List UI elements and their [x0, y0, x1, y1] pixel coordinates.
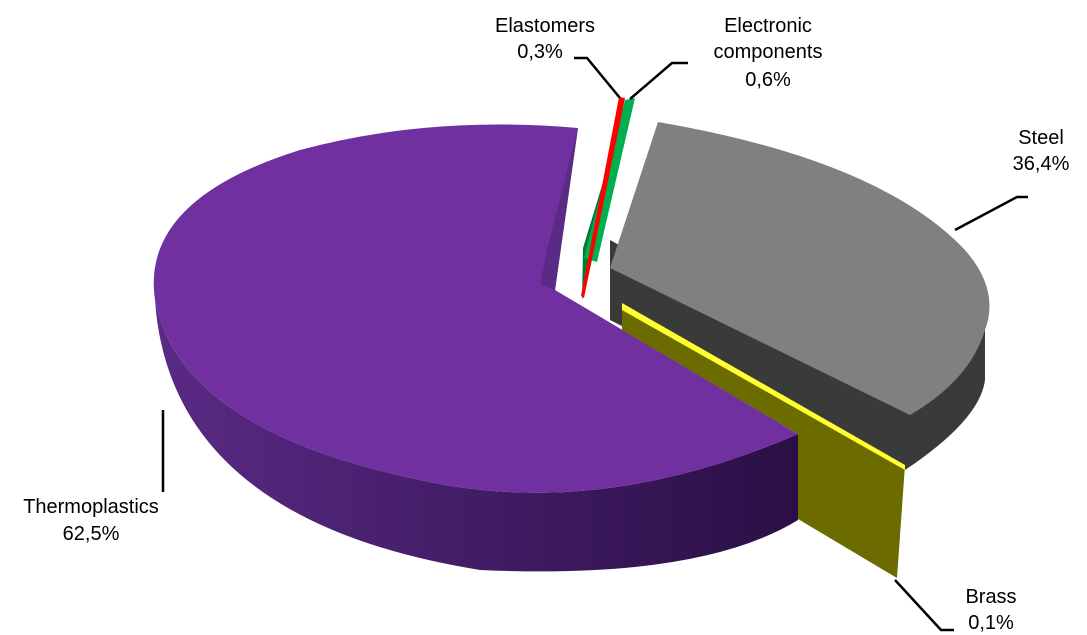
slice-side-brass — [622, 303, 905, 578]
slice-elastomers — [581, 97, 625, 298]
leader-line-brass — [894, 579, 954, 632]
leader-line-elastomers — [574, 56, 621, 99]
label-thermoplastics: Thermoplastics — [23, 496, 159, 518]
slice-thermoplastics — [153, 124, 798, 493]
label-steel: Steel — [1018, 127, 1064, 149]
label-electronic-components-2: components — [714, 41, 823, 63]
label-electronic-components-1: Electronic — [724, 15, 812, 37]
value-thermoplastics: 62,5% — [63, 523, 120, 545]
leader-line-steel — [954, 195, 1028, 232]
value-brass: 0,1% — [968, 612, 1014, 634]
value-steel: 36,4% — [1013, 153, 1070, 175]
label-brass: Brass — [965, 586, 1016, 608]
slice-brass — [622, 303, 905, 470]
value-elastomers: 0,3% — [517, 41, 563, 63]
label-elastomers: Elastomers — [495, 15, 595, 37]
slice-side-thermoplastics — [155, 300, 798, 572]
slice-steel — [610, 122, 990, 415]
slice-cut-thermoplastics — [540, 128, 578, 290]
leader-line-electronic-components — [629, 61, 688, 100]
value-electronic-components: 0,6% — [745, 69, 791, 91]
